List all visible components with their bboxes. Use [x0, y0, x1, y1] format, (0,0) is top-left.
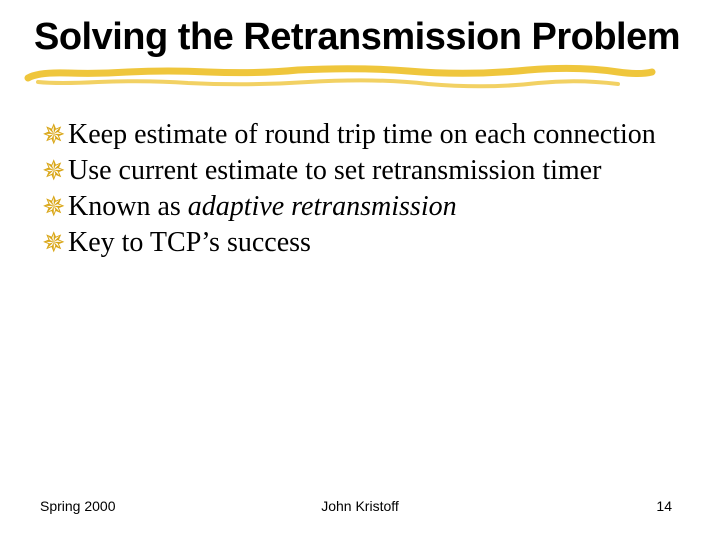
- title-underline: [0, 60, 720, 90]
- footer-center: John Kristoff: [321, 498, 399, 514]
- bullet-icon: ✵: [42, 190, 68, 224]
- slide-title: Solving the Retransmission Problem: [34, 18, 686, 58]
- bullet-text: Keep estimate of round trip time on each…: [68, 118, 686, 152]
- bullet-text: Known as adaptive retransmission: [68, 190, 686, 224]
- bullet-text: Key to TCP’s success: [68, 226, 686, 260]
- slide-footer: Spring 2000 John Kristoff 14: [0, 498, 720, 514]
- bullet-item: ✵Key to TCP’s success: [42, 226, 686, 260]
- brush-stroke-icon: [28, 68, 652, 78]
- bullet-item: ✵Use current estimate to set retransmiss…: [42, 154, 686, 188]
- bullet-text: Use current estimate to set retransmissi…: [68, 154, 686, 188]
- bullet-icon: ✵: [42, 154, 68, 188]
- footer-right: 14: [656, 498, 672, 514]
- bullet-item: ✵Keep estimate of round trip time on eac…: [42, 118, 686, 152]
- bullet-icon: ✵: [42, 118, 68, 152]
- bullet-item: ✵Known as adaptive retransmission: [42, 190, 686, 224]
- footer-left: Spring 2000: [40, 498, 116, 514]
- bullet-list: ✵Keep estimate of round trip time on eac…: [34, 118, 686, 261]
- brush-stroke-shadow-icon: [38, 80, 618, 86]
- bullet-icon: ✵: [42, 226, 68, 260]
- slide: Solving the Retransmission Problem ✵Keep…: [0, 0, 720, 540]
